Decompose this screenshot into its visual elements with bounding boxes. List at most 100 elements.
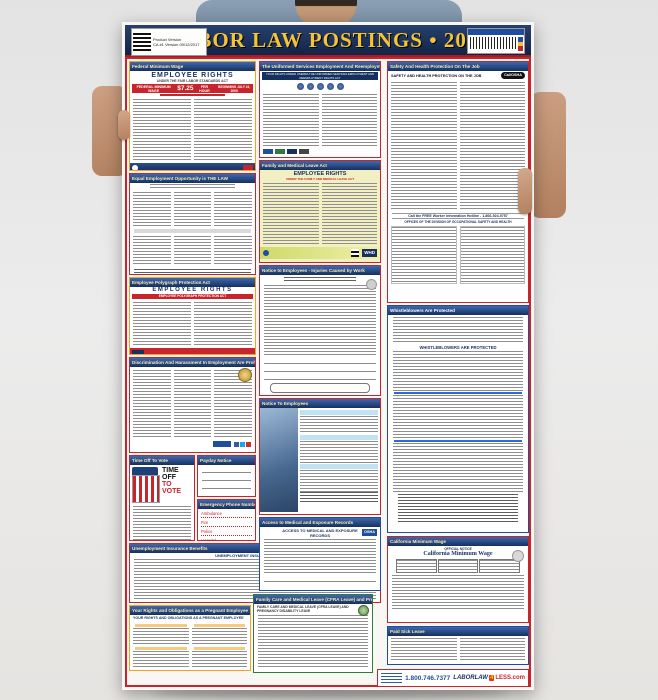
section-equal-employment-opportunity: Equal Employment Opportunity is THE LAW <box>129 173 256 275</box>
offices-table-right <box>459 226 525 284</box>
edd-text-area <box>298 408 380 512</box>
compliance-info-box <box>467 28 525 54</box>
fed-title: EMPLOYEE RIGHTS <box>151 72 234 79</box>
vendor-logo: LABORLAW 4 LESS.com <box>453 675 525 681</box>
offices-table-left <box>391 226 457 284</box>
highlight-bar <box>193 647 245 650</box>
text-lines <box>300 416 378 434</box>
section-edd-notice-to-employees: Notice To Employees <box>259 398 381 515</box>
payday-form-line <box>202 489 251 496</box>
text-lines <box>214 192 253 226</box>
whistle-title: WHISTLEBLOWERS ARE PROTECTED <box>419 345 497 350</box>
section-header-label: Whistleblowers Are Protected <box>388 306 528 315</box>
osha-text-columns <box>388 80 528 212</box>
emergency-label: Police <box>201 529 213 534</box>
chip-yellow <box>518 41 523 47</box>
ca-seal-icon <box>512 550 524 562</box>
polygraph-subtitle-band: EMPLOYEE POLYGRAPH PROTECTION ACT <box>132 294 253 299</box>
emergency-label: Hospital <box>201 538 217 541</box>
barcode-icon <box>470 37 522 49</box>
fmla-footer-band: WHD <box>260 247 380 259</box>
polygraph-text-columns <box>130 300 255 348</box>
osha-title: SAFETY AND HEALTH PROTECTION ON THE JOB <box>391 73 482 78</box>
emergency-row: Police <box>201 529 252 536</box>
fmla-text-columns <box>260 181 380 247</box>
calosha-badge: Cal/OSHA <box>501 72 525 79</box>
polygraph-footer-band <box>130 348 255 354</box>
text-lines <box>264 285 376 355</box>
pregnant-title: YOUR RIGHTS AND OBLIGATIONS AS A PREGNAN… <box>133 616 244 620</box>
section-access-medical-exposure-records: Access to Medical and Exposure Records O… <box>259 517 381 591</box>
text-lines <box>300 441 378 463</box>
text-lines <box>214 236 253 266</box>
whd-logo: WHD <box>362 249 377 257</box>
payday-form-line <box>202 473 251 481</box>
text-lines <box>194 99 252 161</box>
payday-form-line <box>202 481 251 489</box>
fed-text-columns <box>130 97 255 163</box>
fed-footer-badge <box>243 164 253 170</box>
vote-big-text-2: TO VOTE <box>162 481 182 495</box>
dwc-seal-icon <box>366 279 377 290</box>
vendor-logo-4: 4 <box>488 675 495 681</box>
section-header-label: California Minimum Wage <box>388 537 528 546</box>
logo-block <box>275 149 285 154</box>
ballot-box-icon <box>132 467 160 503</box>
medical-form-line <box>264 574 376 582</box>
fed-wage-amount: $7.25 <box>177 85 194 92</box>
userra-banner: YOUR RIGHTS UNDER USERRA THE UNIFORMED S… <box>262 72 378 80</box>
cfra-title: FAMILY CARE AND MEDICAL LEAVE (CFRA LEAV… <box>257 605 349 613</box>
vendor-footer-bar: 1.800.746.7377 LABORLAW 4 LESS.com <box>377 669 529 687</box>
highlight-bar-cyan <box>300 464 378 469</box>
emergency-row: Fire <box>201 520 252 527</box>
text-lines <box>398 494 518 524</box>
text-lines <box>133 628 189 646</box>
green-seal-icon <box>358 605 369 616</box>
section-header-label: Notice To Employees <box>260 399 380 408</box>
text-lines <box>393 443 523 493</box>
poster-header: Product Version CA #1 Version 09/12/2017… <box>125 25 531 57</box>
section-header-label: The Uniformed Services Employment And Re… <box>260 62 380 71</box>
text-lines <box>133 192 171 226</box>
vendor-logo-left: LABORLAW <box>453 675 488 681</box>
userra-circle-icon <box>296 83 304 90</box>
injuries-form-line <box>264 364 376 372</box>
fmla-body: EMPLOYEE RIGHTS UNDER THE FAMILY AND MED… <box>260 170 380 262</box>
section-header-label: Employee Polygraph Protection Act <box>130 278 255 287</box>
section-federal-minimum-wage: Federal Minimum Wage EMPLOYEE RIGHTS UND… <box>129 61 256 171</box>
ballot-box-lid <box>132 467 158 475</box>
polygraph-title: EMPLOYEE RIGHTS <box>152 287 233 293</box>
text-lines <box>321 94 377 146</box>
text-lines <box>134 269 251 274</box>
text-lines <box>264 539 376 573</box>
vote-big-text-1: TIME OFF <box>162 467 179 481</box>
text-lines <box>391 82 457 210</box>
text-lines <box>173 192 212 226</box>
text-lines <box>300 470 378 492</box>
injuries-form-line <box>264 356 376 364</box>
hyperlink-line <box>394 440 522 442</box>
product-version-text: Product Version CA #1 Version 09/12/2017 <box>153 37 199 47</box>
edd-body <box>260 408 380 512</box>
dfeh-box <box>213 441 231 447</box>
section-header-label: Federal Minimum Wage <box>130 62 255 71</box>
section-whistleblowers-protected: Whistleblowers Are Protected WHISTLEBLOW… <box>387 305 529 533</box>
text-lines <box>284 277 356 283</box>
text-lines <box>263 94 319 146</box>
text-lines <box>150 184 235 189</box>
section-header-label: Discrimination And Harassment In Employm… <box>130 358 255 367</box>
table-cell <box>437 559 479 573</box>
ui-title: UNEMPLOYMENT INSURANCE BENEFITS <box>215 553 295 558</box>
chip-blue <box>518 37 523 42</box>
discrimination-text-columns <box>130 367 255 440</box>
pregnant-col <box>133 623 189 669</box>
text-lines <box>392 575 524 611</box>
text-lines <box>321 183 377 245</box>
whd-logo-icon <box>132 164 138 170</box>
edd-photo <box>260 408 298 512</box>
discrimination-footer <box>130 440 255 448</box>
text-lines <box>133 506 191 540</box>
text-lines <box>133 370 171 438</box>
floor-shadow <box>150 687 510 699</box>
